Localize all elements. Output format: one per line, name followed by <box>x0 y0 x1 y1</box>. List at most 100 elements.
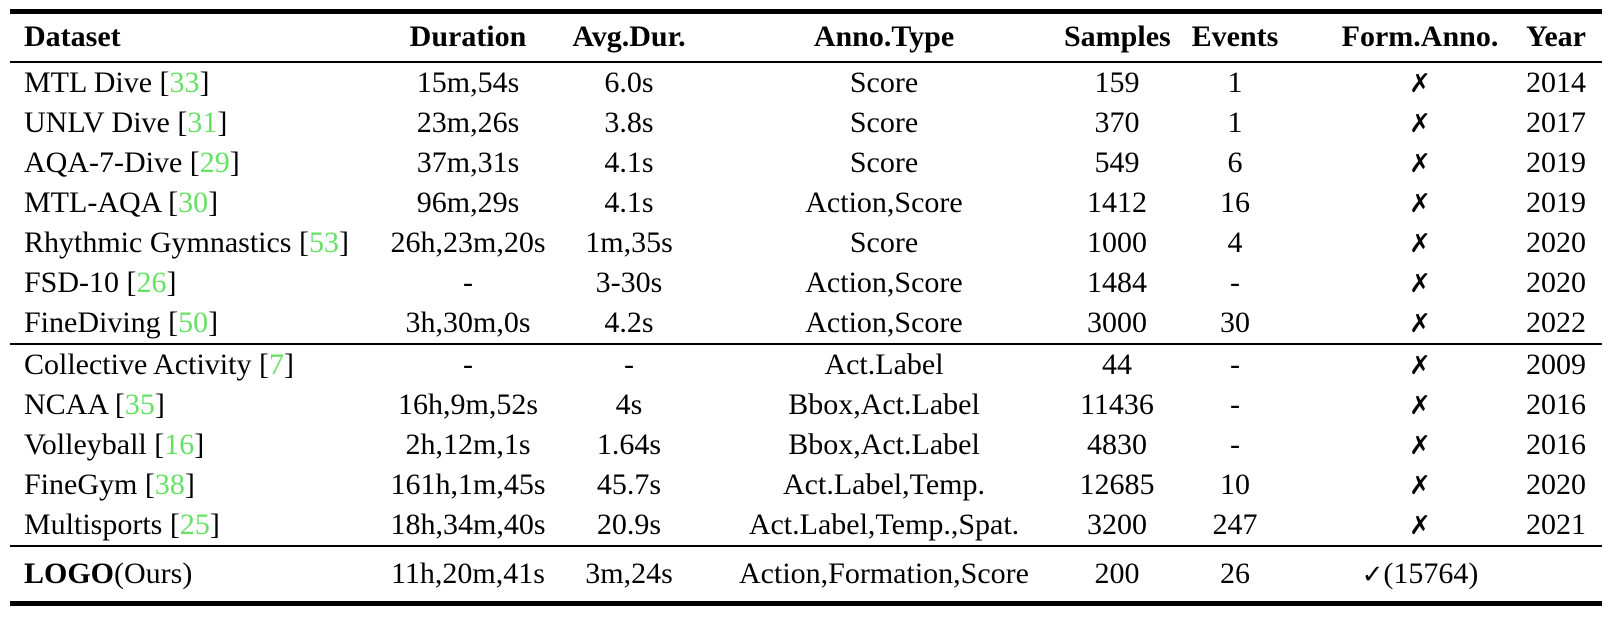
cell-samples: 44 <box>1102 347 1132 381</box>
cell-formation-annotation: ✗ <box>1300 344 1510 385</box>
table-row: FSD-10 [26] - 3-30s Action,Score 1484 - ✗ 2020 <box>10 263 1602 303</box>
cell-year: 2009 <box>1526 347 1586 381</box>
column-header-avg-dur: Avg.Dur. <box>572 20 686 54</box>
cell-samples: 200 <box>1094 556 1140 590</box>
cell-samples: 159 <box>1094 65 1140 99</box>
citation-bracket-close: ] <box>217 105 228 139</box>
citation-link[interactable]: 53 <box>308 225 339 259</box>
cross-mark-icon: ✗ <box>1409 228 1431 259</box>
citation-bracket-open: [ <box>154 427 165 461</box>
dataset-name: UNLV Dive <box>24 105 170 139</box>
citation-bracket-open: [ <box>159 65 170 99</box>
cell-dataset: Rhythmic Gymnastics [53] <box>10 223 382 263</box>
dataset-comparison-table: Dataset Duration Avg.Dur. Anno.Type Samples E… <box>10 9 1602 606</box>
cell-events: - <box>1230 265 1240 299</box>
cell-samples: 549 <box>1094 145 1140 179</box>
citation-bracket-open: [ <box>144 467 155 501</box>
cell-dataset: FSD-10 [26] <box>10 263 382 303</box>
cell-year: 2022 <box>1526 305 1586 339</box>
cell-formation-annotation: ✗ <box>1300 385 1510 425</box>
cell-samples: 3200 <box>1087 507 1147 541</box>
citation-link[interactable]: 50 <box>178 305 209 339</box>
cell-duration: 2h,12m,1s <box>405 427 531 461</box>
cell-avg-duration: 3m,24s <box>585 556 673 590</box>
citation-link[interactable]: 31 <box>187 105 218 139</box>
cell-events: 30 <box>1220 305 1250 339</box>
citation-bracket-open: [ <box>168 185 179 219</box>
table-group-group-activity-datasets: Collective Activity [7] - - Act.Label 44 - ✗ 20… <box>10 344 1602 546</box>
cell-annotation-type: Score <box>849 65 919 99</box>
cell-duration: 16h,9m,52s <box>397 387 538 421</box>
citation-link[interactable]: 38 <box>154 467 185 501</box>
cell-avg-duration: 4.2s <box>604 305 654 339</box>
citation-bracket-open: [ <box>168 305 179 339</box>
citation-bracket-open: [ <box>114 387 125 421</box>
dataset-name: Volleyball <box>24 427 147 461</box>
dataset-name: MTL Dive <box>24 65 153 99</box>
citation-link[interactable]: 26 <box>136 265 167 299</box>
table-row: FineGym [38] 161h,1m,45s 45.7s Act.Label,Te… <box>10 465 1602 505</box>
cell-annotation-type: Action,Score <box>805 265 963 299</box>
citation-link[interactable]: 33 <box>169 65 200 99</box>
cell-duration: - <box>463 265 473 299</box>
column-header-events: Events <box>1191 20 1279 54</box>
cell-annotation-type: Act.Label <box>824 347 944 381</box>
cell-year: 2020 <box>1526 265 1586 299</box>
table-row: Collective Activity [7] - - Act.Label 44 - ✗ 20… <box>10 344 1602 385</box>
table-row: FineDiving [50] 3h,30m,0s 4.2s Action,Score… <box>10 303 1602 344</box>
table-row: NCAA [35] 16h,9m,52s 4s Bbox,Act.Label 11436… <box>10 385 1602 425</box>
cell-dataset: Collective Activity [7] <box>10 344 382 385</box>
cell-duration: 23m,26s <box>416 105 520 139</box>
table-header: Dataset Duration Avg.Dur. Anno.Type Samples E… <box>10 12 1602 62</box>
dataset-name: FineDiving <box>24 305 161 339</box>
cell-duration: 3h,30m,0s <box>405 305 531 339</box>
cell-avg-duration: 4.1s <box>604 185 654 219</box>
citation-link[interactable]: 35 <box>124 387 155 421</box>
table-row: MTL-AQA [30] 96m,29s 4.1s Action,Score 1412 1… <box>10 183 1602 223</box>
citation-bracket-close: ] <box>154 387 165 421</box>
column-header-form-anno: Form.Anno. <box>1341 20 1499 54</box>
dataset-name: Rhythmic Gymnastics <box>24 225 292 259</box>
cell-duration: 15m,54s <box>416 65 520 99</box>
table-row: MTL Dive [33] 15m,54s 6.0s Score 159 1 ✗ 2014 <box>10 62 1602 103</box>
citation-bracket-open: [ <box>169 507 180 541</box>
cell-dataset: LOGO(Ours) <box>10 546 382 604</box>
citation-bracket-close: ] <box>166 265 177 299</box>
citation-link[interactable]: 16 <box>164 427 195 461</box>
cell-annotation-type: Action,Score <box>805 305 963 339</box>
dataset-name: NCAA <box>24 387 108 421</box>
citation-link[interactable]: 29 <box>199 145 230 179</box>
cell-year: 2016 <box>1526 427 1586 461</box>
cross-mark-icon: ✗ <box>1409 308 1431 339</box>
cell-year: 2019 <box>1526 145 1586 179</box>
cell-annotation-type: Score <box>849 105 919 139</box>
citation-bracket-close: ] <box>208 185 219 219</box>
cell-formation-annotation: ✗ <box>1300 465 1510 505</box>
cell-year: 2019 <box>1526 185 1586 219</box>
cell-events: 1 <box>1227 65 1243 99</box>
cell-dataset: Multisports [25] <box>10 505 382 546</box>
cell-avg-duration: 1m,35s <box>585 225 673 259</box>
cell-samples: 3000 <box>1087 305 1147 339</box>
cell-dataset: AQA-7-Dive [29] <box>10 143 382 183</box>
cell-duration: 11h,20m,41s <box>391 556 545 590</box>
citation-link[interactable]: 7 <box>268 347 284 381</box>
cell-annotation-type: Score <box>849 225 919 259</box>
cell-duration: 37m,31s <box>416 145 520 179</box>
citation-bracket-open: [ <box>189 145 200 179</box>
cell-formation-annotation: ✗ <box>1300 183 1510 223</box>
table-row: AQA-7-Dive [29] 37m,31s 4.1s Score 549 6 ✗ 2019 <box>10 143 1602 183</box>
table-group-ours: LOGO(Ours) 11h,20m,41s 3m,24s Action,Format… <box>10 546 1602 604</box>
cell-year: 2014 <box>1526 65 1586 99</box>
cell-formation-annotation: ✗ <box>1300 263 1510 303</box>
cell-avg-duration: 45.7s <box>596 467 662 501</box>
cell-duration: 26h,23m,20s <box>390 225 546 259</box>
citation-link[interactable]: 25 <box>179 507 210 541</box>
cross-mark-icon: ✗ <box>1409 268 1431 299</box>
citation-link[interactable]: 30 <box>178 185 209 219</box>
cell-duration: 161h,1m,45s <box>390 467 546 501</box>
cell-year: 2021 <box>1526 507 1586 541</box>
cross-mark-icon: ✗ <box>1409 68 1431 99</box>
cell-events: 26 <box>1220 556 1250 590</box>
cell-events: 16 <box>1220 185 1250 219</box>
